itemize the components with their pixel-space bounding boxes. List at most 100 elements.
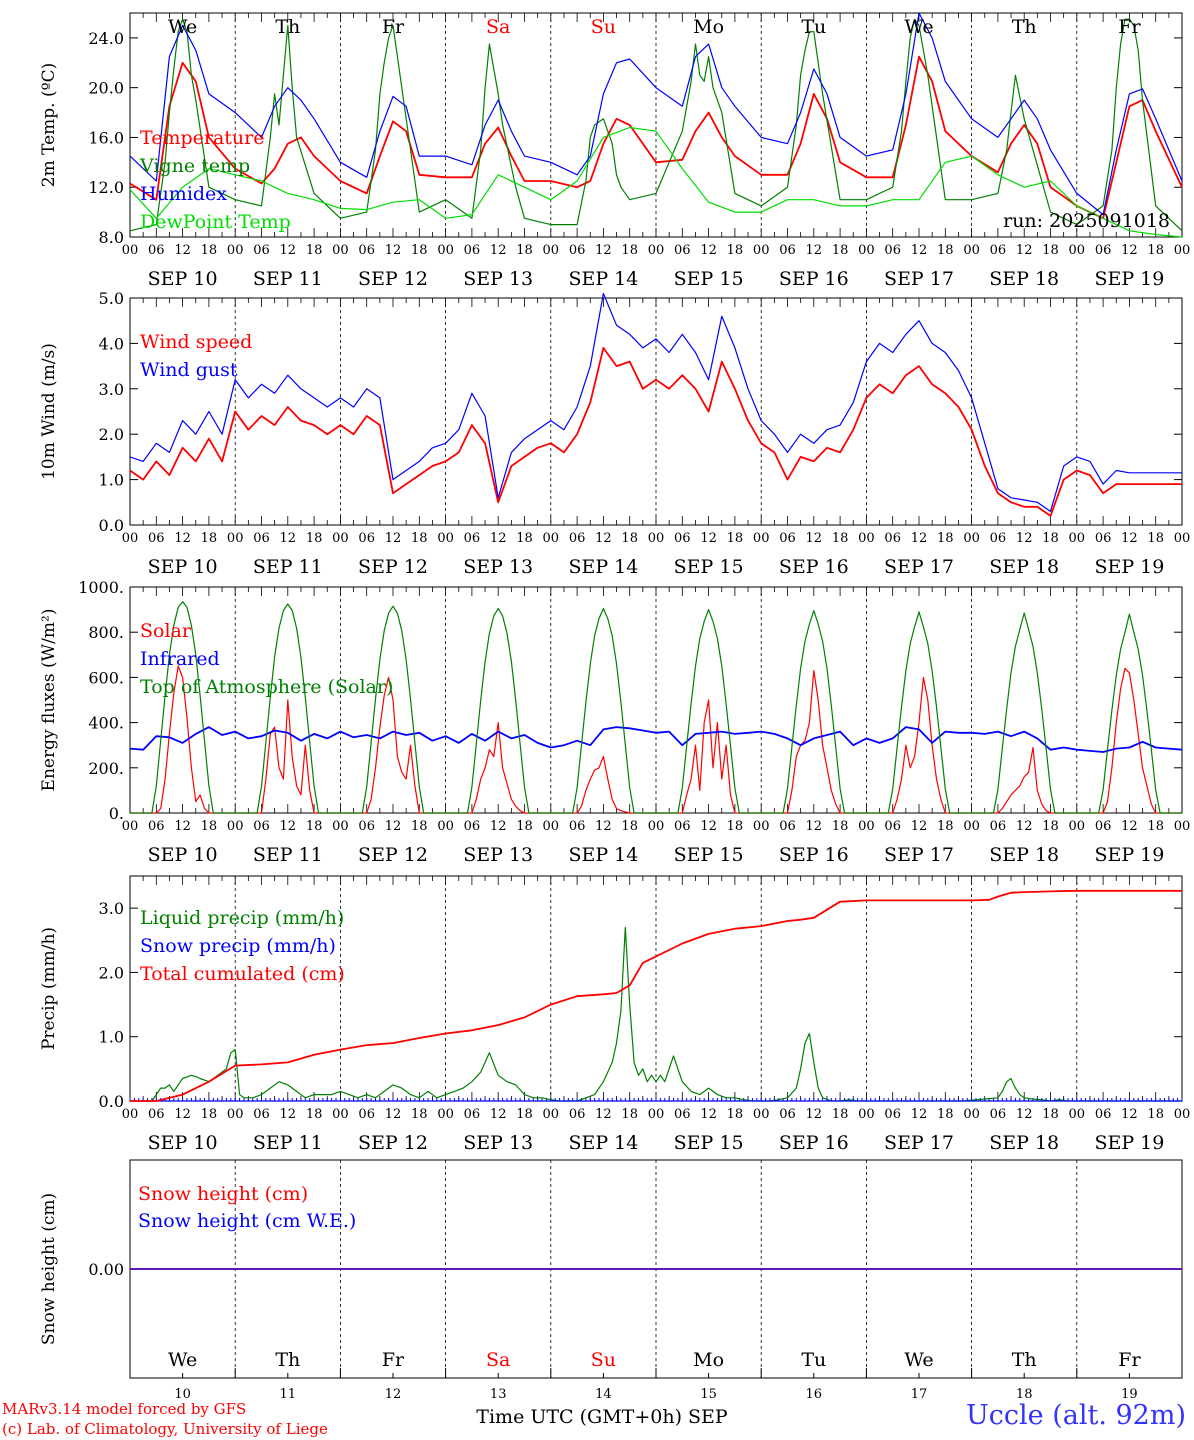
date-label: SEP 10 [148, 268, 218, 290]
hour-tick-label: 12 [595, 1107, 612, 1122]
date-label: SEP 14 [568, 556, 638, 578]
hour-tick-label: 18 [411, 243, 428, 258]
series-line-top-of-atmosphere-solar- [130, 601, 1182, 814]
hour-tick-label: 00 [227, 243, 244, 258]
date-label: SEP 11 [253, 556, 323, 578]
series-line-wind-gust [129, 292, 1182, 512]
y-tick-label: 400. [88, 714, 124, 733]
y-tick-label: 12.0 [88, 178, 124, 197]
hour-tick-label: 06 [990, 819, 1007, 834]
date-label: SEP 16 [779, 1132, 849, 1154]
hour-tick-label: 12 [1121, 243, 1138, 258]
hour-tick-label: 18 [201, 531, 218, 546]
day-of-week-label: Fr [1118, 16, 1141, 38]
legend-entry: Wind gust [140, 359, 238, 381]
day-number-label: 18 [1016, 1387, 1033, 1402]
y-tick-label: 16.0 [88, 128, 124, 147]
date-label: SEP 18 [989, 1132, 1059, 1154]
legend-entry: Snow height (cm) [138, 1183, 308, 1205]
y-tick-label: 24.0 [88, 29, 124, 48]
date-label: SEP 15 [674, 1132, 744, 1154]
legend-entry: Solar [140, 620, 192, 642]
hour-tick-label: 06 [148, 819, 165, 834]
hour-tick-label: 12 [385, 1107, 402, 1122]
hour-tick-label: 12 [595, 243, 612, 258]
hour-tick-label: 00 [648, 243, 665, 258]
day-of-week-label: We [168, 16, 197, 38]
y-tick-label: 0.0 [99, 516, 124, 535]
hour-tick-label: 06 [569, 243, 586, 258]
hour-tick-label: 00 [1069, 1107, 1086, 1122]
hour-tick-label: 00 [753, 1107, 770, 1122]
hour-tick-label: 00 [437, 531, 454, 546]
credit-line-1: MARv3.14 model forced by GFS [2, 1400, 247, 1418]
hour-tick-label: 06 [884, 243, 901, 258]
hour-tick-label: 06 [1095, 1107, 1112, 1122]
date-label: SEP 15 [674, 268, 744, 290]
date-label: SEP 16 [779, 556, 849, 578]
day-number-label: 17 [911, 1387, 928, 1402]
hour-tick-label: 18 [306, 819, 323, 834]
hour-tick-label: 12 [1121, 1107, 1138, 1122]
hour-tick-label: 00 [648, 1107, 665, 1122]
hour-tick-label: 12 [1016, 1107, 1033, 1122]
y-tick-label: 0. [109, 804, 124, 823]
hour-tick-label: 18 [937, 531, 954, 546]
date-label: SEP 17 [884, 556, 954, 578]
date-label: SEP 10 [148, 844, 218, 866]
day-of-week-label: We [904, 16, 933, 38]
series-line-total-cumulated-cm- [130, 889, 1182, 1102]
day-number-label: 10 [174, 1387, 191, 1402]
legend-entry: Temperature [140, 127, 264, 149]
hour-tick-label: 06 [674, 243, 691, 258]
date-label: SEP 17 [884, 268, 954, 290]
date-label: SEP 13 [463, 268, 533, 290]
hour-tick-label: 18 [306, 243, 323, 258]
bottom-date-axis: We 10 Th 11 Fr 12 Sa 13 Su 14 Mo 15 Tu 16 We 17 Th 18 Fr 19 [168, 1349, 1141, 1402]
y-tick-label: 1.0 [99, 1028, 124, 1047]
hour-tick-label: 00 [1174, 243, 1191, 258]
hour-tick-label: 18 [1042, 531, 1059, 546]
hour-tick-label: 12 [1121, 531, 1138, 546]
hour-tick-label: 18 [621, 243, 638, 258]
hour-tick-label: 18 [727, 819, 744, 834]
y-tick-label: 0.0 [99, 1092, 124, 1111]
hour-tick-label: 00 [227, 819, 244, 834]
hour-tick-label: 18 [727, 531, 744, 546]
hour-tick-label: 00 [227, 531, 244, 546]
hour-tick-label: 06 [1095, 819, 1112, 834]
date-label: SEP 15 [674, 556, 744, 578]
hour-tick-label: 18 [621, 531, 638, 546]
hour-tick-label: 06 [674, 819, 691, 834]
y-tick-label: 0.00 [88, 1260, 124, 1279]
day-number-label: 13 [490, 1387, 507, 1402]
legend-entry: Top of Atmosphere (Solar) [140, 676, 393, 698]
date-label: SEP 10 [148, 1132, 218, 1154]
hour-tick-label: 12 [806, 1107, 823, 1122]
hour-tick-label: 00 [963, 1107, 980, 1122]
date-label: SEP 13 [463, 1132, 533, 1154]
hour-tick-label: 00 [437, 1107, 454, 1122]
day-of-week-label: Tu [801, 1349, 826, 1371]
day-number-label: 14 [595, 1387, 612, 1402]
hour-tick-label: 18 [727, 243, 744, 258]
hour-tick-label: 18 [516, 819, 533, 834]
date-label: SEP 14 [568, 844, 638, 866]
date-label: SEP 19 [1094, 556, 1164, 578]
date-label: SEP 17 [884, 1132, 954, 1154]
hour-tick-label: 06 [148, 1107, 165, 1122]
date-label: SEP 14 [568, 1132, 638, 1154]
hour-tick-label: 18 [201, 243, 218, 258]
y-tick-label: 4.0 [99, 334, 124, 353]
legend-entry: Total cumulated (cm) [140, 963, 345, 985]
hour-tick-label: 00 [858, 531, 875, 546]
y-axis-label: 2m Temp. (ºC) [39, 63, 59, 188]
day-of-week-label: Th [1012, 1349, 1037, 1371]
hour-tick-label: 06 [253, 1107, 270, 1122]
hour-tick-label: 12 [490, 1107, 507, 1122]
hour-tick-label: 06 [779, 243, 796, 258]
hour-tick-label: 18 [937, 1107, 954, 1122]
series-line-humidex [129, 12, 1183, 216]
day-number-label: 19 [1121, 1387, 1138, 1402]
